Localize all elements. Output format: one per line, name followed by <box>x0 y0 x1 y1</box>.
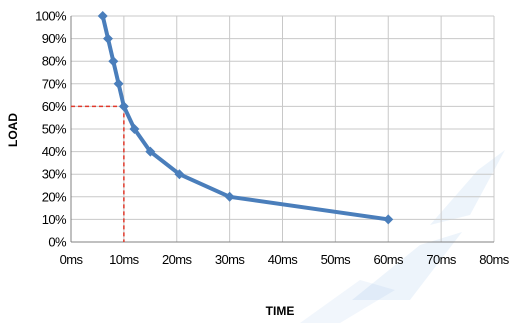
y-tick-label: 10% <box>42 212 67 227</box>
watermark-shape <box>430 150 505 225</box>
x-tick-label: 20ms <box>162 252 192 267</box>
data-point-marker <box>174 169 185 180</box>
y-axis-title: LOAD <box>6 113 20 147</box>
y-tick-label: 50% <box>42 122 67 137</box>
y-tick-label: 80% <box>42 54 67 69</box>
x-tick-label: 70ms <box>426 252 456 267</box>
y-tick-label: 100% <box>35 9 67 24</box>
data-point-marker <box>224 191 235 202</box>
watermark-shape <box>352 232 462 300</box>
data-point-marker <box>383 214 394 225</box>
y-tick-label: 70% <box>42 76 67 91</box>
data-point-marker <box>97 11 108 21</box>
x-tick-label: 0ms <box>60 252 84 267</box>
x-tick-label: 80ms <box>479 252 509 267</box>
series-line <box>100 14 391 222</box>
x-tick-labels: 0ms 10ms 20ms 30ms 40ms 50ms 60ms 70ms 80ms <box>60 252 511 267</box>
x-tick-label: 60ms <box>374 252 404 267</box>
watermark <box>300 150 505 323</box>
data-point-marker <box>129 124 140 134</box>
data-point-marker <box>118 101 129 112</box>
reference-lines <box>71 105 125 242</box>
x-axis-title: TIME <box>266 304 295 318</box>
x-tick-label: 50ms <box>321 252 351 267</box>
x-tick-label: 30ms <box>215 252 245 267</box>
x-tick-label: 40ms <box>268 252 298 267</box>
x-tick-label: 10ms <box>109 252 139 267</box>
y-tick-label: 30% <box>42 167 67 182</box>
data-point-marker <box>113 78 124 89</box>
y-tick-label: 20% <box>42 189 67 204</box>
y-tick-label: 40% <box>42 144 67 159</box>
data-point-marker <box>103 33 114 44</box>
axes <box>70 16 494 243</box>
data-point-marker <box>108 56 119 67</box>
y-tick-label: 0% <box>48 235 67 250</box>
y-tick-label: 90% <box>42 31 67 46</box>
watermark-shape <box>300 280 395 323</box>
data-point-marker <box>145 146 156 157</box>
y-tick-label: 60% <box>42 99 67 114</box>
series-group <box>97 11 394 225</box>
y-tick-labels: 0% 10% 20% 30% 40% 50% 60% 70% 80% 90% 100% <box>35 9 67 250</box>
